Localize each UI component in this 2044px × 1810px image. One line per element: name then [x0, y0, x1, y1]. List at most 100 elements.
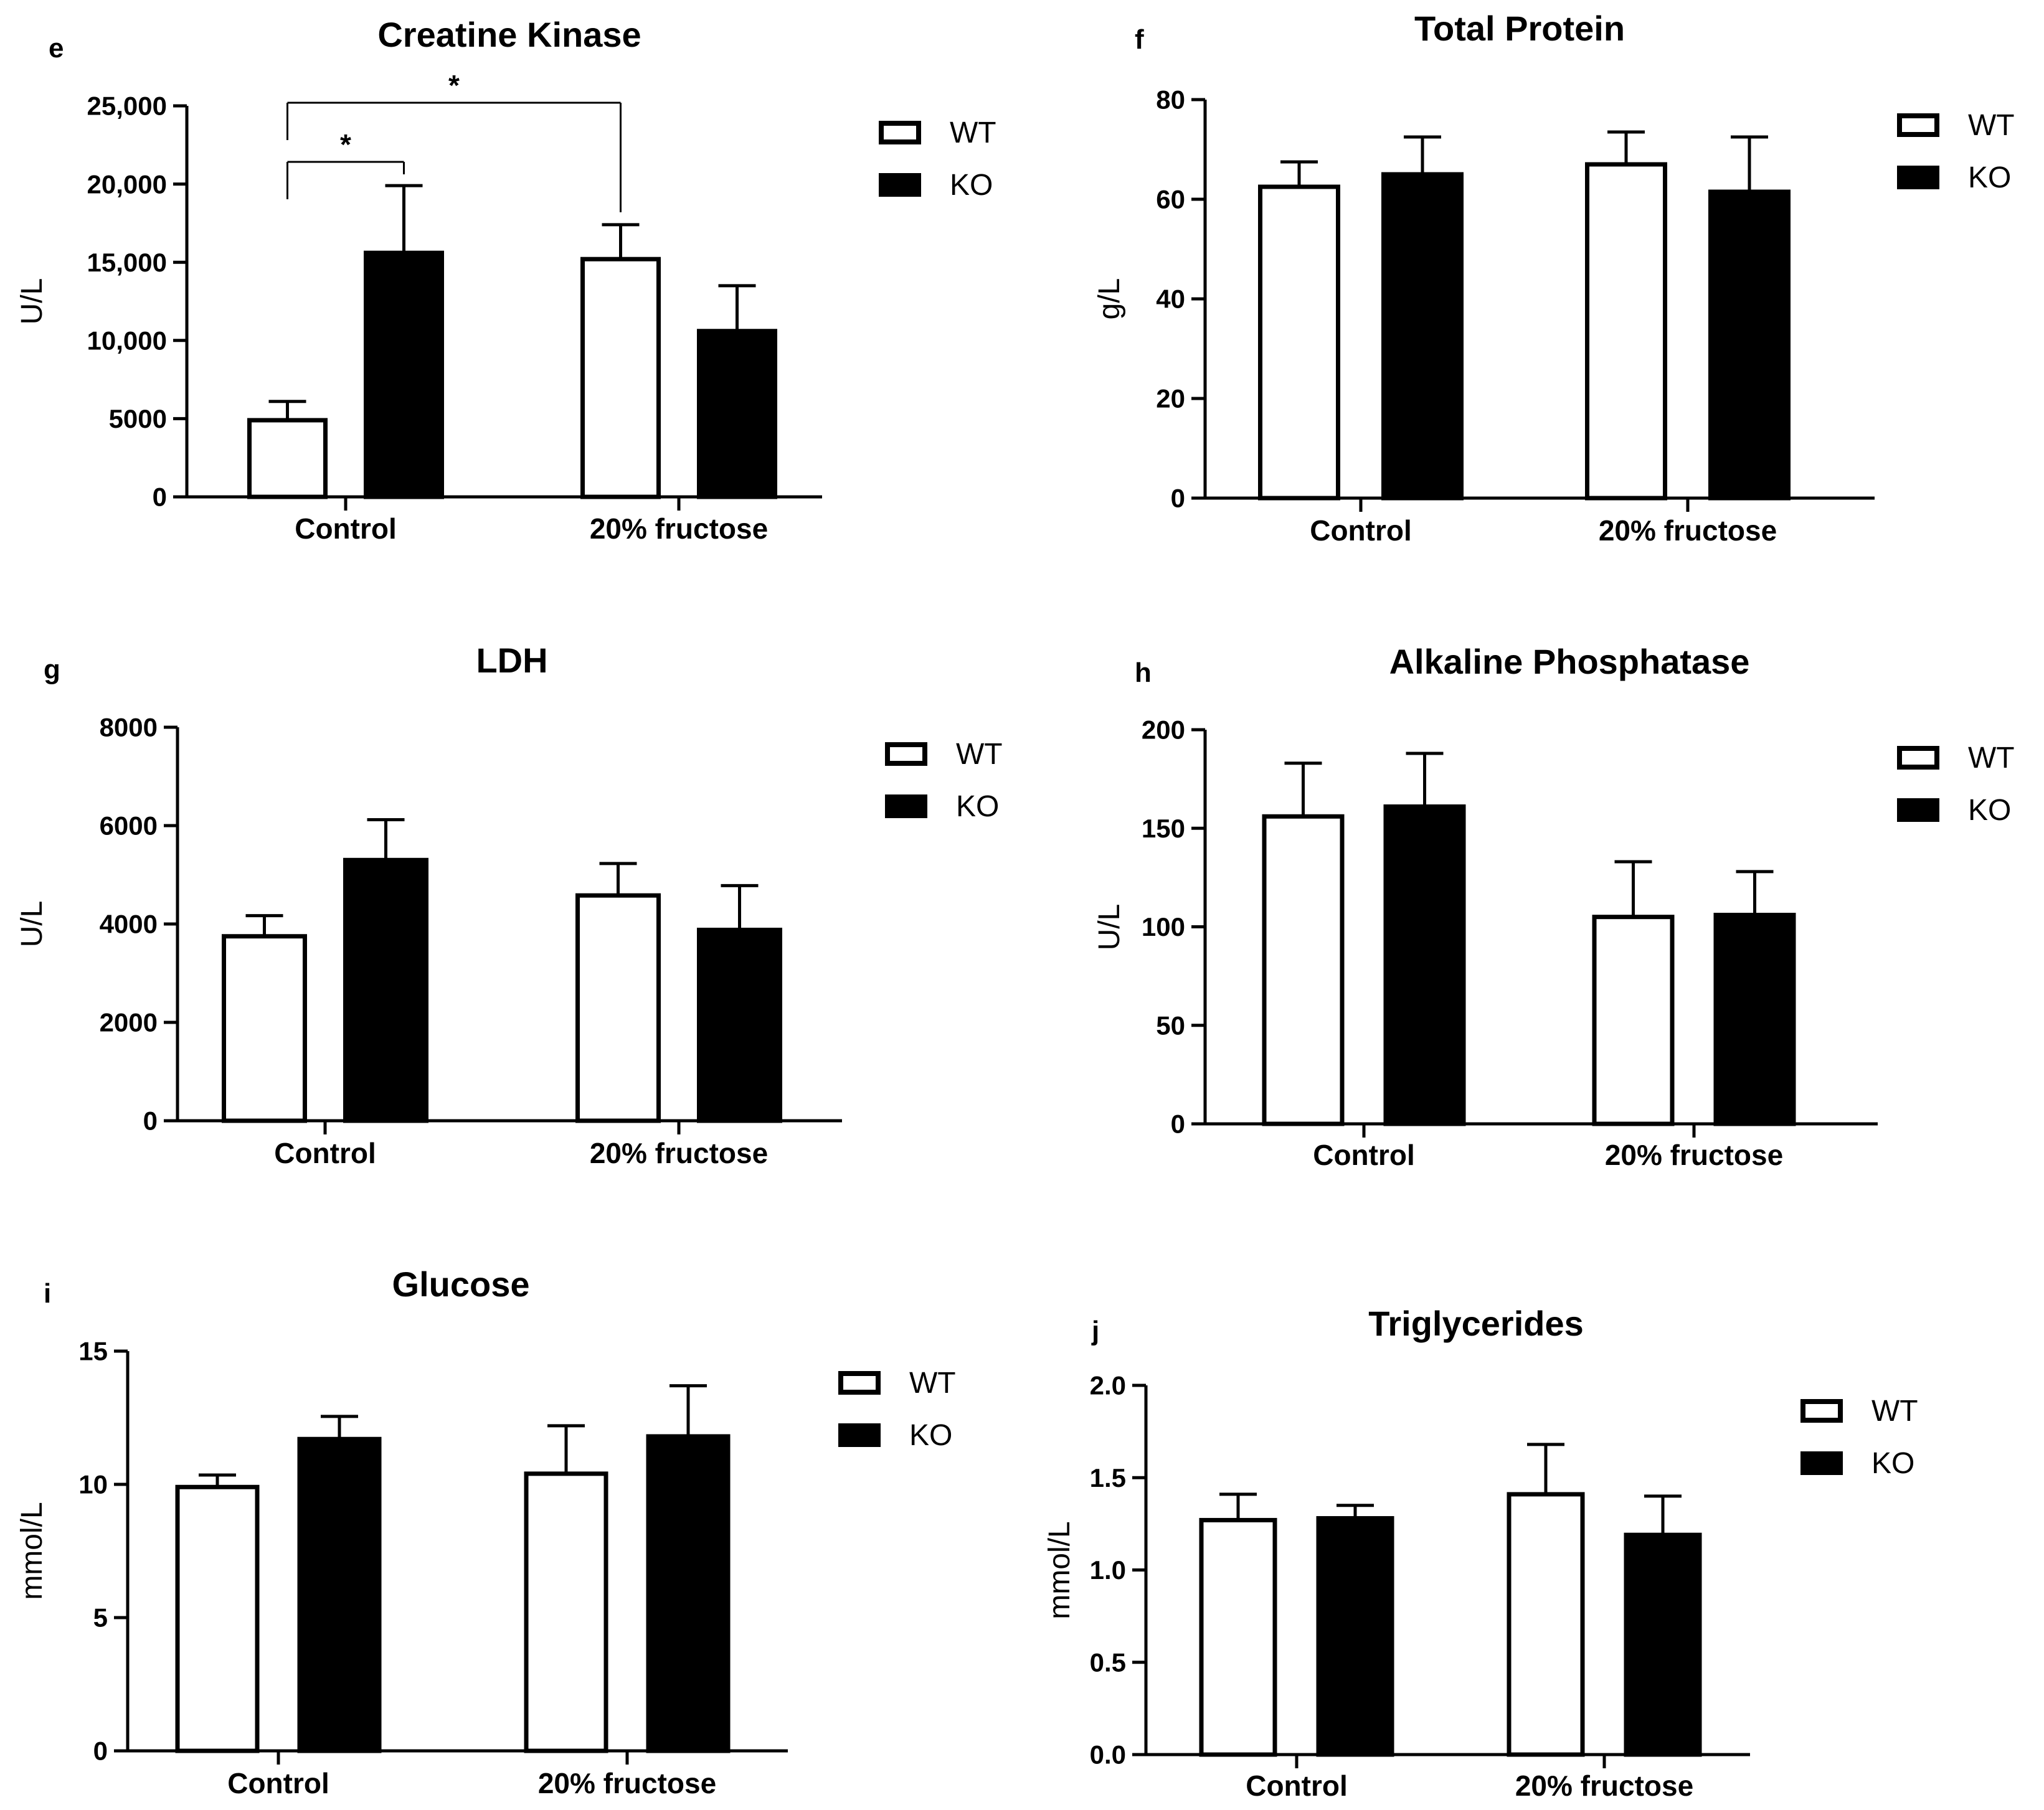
chart-panel-j: j Triglycerides mmol/L 0.0 0.5 1.0 1.5 2.0 Contr… [1043, 1304, 1918, 1802]
legend-label-ko: KO [950, 169, 993, 202]
x-tick-label: Control [227, 1767, 329, 1799]
y-axis-label: g/L [1093, 278, 1126, 320]
y-tick-label: 1.0 [1090, 1555, 1126, 1585]
legend-label-wt: WT [1968, 109, 2015, 142]
x-tick-label: Control [274, 1137, 376, 1169]
y-tick-label: 0 [1171, 484, 1185, 513]
bar-wt-1 [580, 257, 661, 499]
bar-wt-1 [1507, 1492, 1585, 1757]
chart-panel-i: i Glucose mmol/L 0 5 10 15 Control 20% fructose W… [16, 1265, 956, 1799]
legend-swatch-ko [885, 794, 927, 818]
significance-star: * [340, 128, 351, 161]
bar-wt-0 [175, 1484, 260, 1753]
chart-title: Triglycerides [1368, 1304, 1584, 1343]
chart-title: Total Protein [1414, 9, 1625, 48]
x-tick-label: 20% fructose [538, 1767, 716, 1799]
legend-label-ko: KO [956, 790, 999, 823]
legend-swatch-ko [838, 1423, 881, 1447]
y-tick-label: 5 [93, 1603, 108, 1633]
y-tick-label: 20,000 [87, 169, 167, 199]
x-tick-label: 20% fructose [1605, 1139, 1783, 1171]
chart-panel-h: h Alkaline Phosphatase U/L 0 50 100 150 200 Cont… [1093, 642, 2015, 1171]
chart-panel-e: e Creatine Kinase U/L 0 5000 10,000 15,000 20,0… [16, 15, 996, 545]
legend-swatch-wt [1800, 1399, 1843, 1423]
bar-ko-1 [1708, 189, 1791, 501]
legend-swatch-ko [1897, 166, 1939, 189]
bar-wt-0 [1258, 184, 1340, 501]
y-axis-label: U/L [1093, 904, 1126, 951]
legend-swatch-wt [838, 1371, 881, 1395]
legend-label-ko: KO [1871, 1447, 1914, 1480]
x-tick-label: Control [295, 512, 397, 545]
legend-label-ko: KO [1968, 794, 2011, 827]
y-tick-label: 1.5 [1090, 1463, 1126, 1492]
bar-ko-1 [1713, 913, 1796, 1126]
y-tick-label: 6000 [100, 811, 158, 841]
y-tick-label: 0.5 [1090, 1647, 1126, 1677]
legend-swatch-wt [879, 121, 921, 144]
bar-ko-1 [697, 927, 782, 1123]
legend-label-ko: KO [1968, 161, 2011, 194]
bar-wt-1 [1592, 915, 1675, 1126]
y-axis-label: U/L [16, 901, 49, 948]
y-tick-label: 10 [78, 1470, 108, 1499]
panel-letter: h [1135, 658, 1152, 688]
legend-swatch-wt [885, 742, 927, 766]
y-tick-label: 100 [1142, 912, 1185, 941]
y-tick-label: 0 [143, 1106, 158, 1136]
bar-wt-0 [222, 934, 307, 1123]
panel-letter: j [1091, 1316, 1099, 1346]
bar-ko-0 [1381, 172, 1464, 501]
legend-label-wt: WT [909, 1367, 956, 1400]
x-tick-label: Control [1310, 514, 1412, 547]
chart-panel-g: g LDH U/L 0 2000 4000 6000 8000 Control 20% fruct… [16, 641, 1003, 1169]
bar-ko-0 [1316, 1515, 1394, 1757]
legend-label-wt: WT [1871, 1395, 1918, 1428]
legend-label-ko: KO [909, 1419, 952, 1452]
bar-wt-0 [1199, 1517, 1277, 1757]
y-axis-label: mmol/L [1043, 1521, 1076, 1619]
y-axis-label: mmol/L [16, 1502, 49, 1600]
x-tick-label: 20% fructose [590, 1137, 768, 1169]
y-tick-label: 40 [1156, 285, 1185, 314]
x-tick-label: 20% fructose [1599, 514, 1777, 547]
x-tick-label: Control [1313, 1139, 1415, 1171]
legend-label-wt: WT [956, 738, 1003, 771]
y-tick-label: 0 [1171, 1110, 1185, 1139]
bar-ko-1 [646, 1434, 731, 1753]
bar-wt-1 [575, 893, 661, 1123]
y-tick-label: 50 [1156, 1011, 1185, 1040]
panel-letter: g [44, 654, 60, 685]
bar-ko-0 [297, 1436, 382, 1753]
chart-title: Alkaline Phosphatase [1389, 642, 1750, 681]
significance-star: * [448, 69, 460, 101]
y-tick-label: 80 [1156, 85, 1185, 115]
bar-ko-1 [697, 329, 777, 499]
legend-swatch-ko [1897, 798, 1939, 822]
x-tick-label: 20% fructose [1515, 1770, 1693, 1802]
chart-title: Creatine Kinase [377, 15, 641, 54]
legend-swatch-wt [1897, 746, 1939, 770]
chart-panel-f: f Total Protein g/L 0 20 40 60 80 Control 20% fru… [1093, 9, 2015, 547]
bar-wt-0 [247, 418, 328, 499]
y-tick-label: 8000 [100, 713, 158, 742]
y-tick-label: 60 [1156, 185, 1185, 214]
panel-letter: i [44, 1278, 51, 1309]
bar-wt-0 [1262, 814, 1345, 1126]
y-tick-label: 15,000 [87, 248, 167, 277]
legend-swatch-wt [1897, 113, 1939, 137]
panel-letter: f [1135, 24, 1144, 55]
chart-title: Glucose [392, 1265, 530, 1304]
bar-wt-1 [524, 1471, 608, 1753]
y-tick-label: 10,000 [87, 326, 167, 356]
y-tick-label: 20 [1156, 384, 1185, 413]
bar-ko-0 [364, 250, 444, 499]
y-axis-label: U/L [16, 278, 49, 325]
y-tick-label: 0 [93, 1737, 108, 1766]
y-tick-label: 2.0 [1090, 1371, 1126, 1400]
panel-letter: e [49, 33, 64, 64]
legend-swatch-ko [879, 173, 921, 197]
legend-label-wt: WT [1968, 742, 2015, 775]
x-tick-label: 20% fructose [590, 512, 768, 545]
